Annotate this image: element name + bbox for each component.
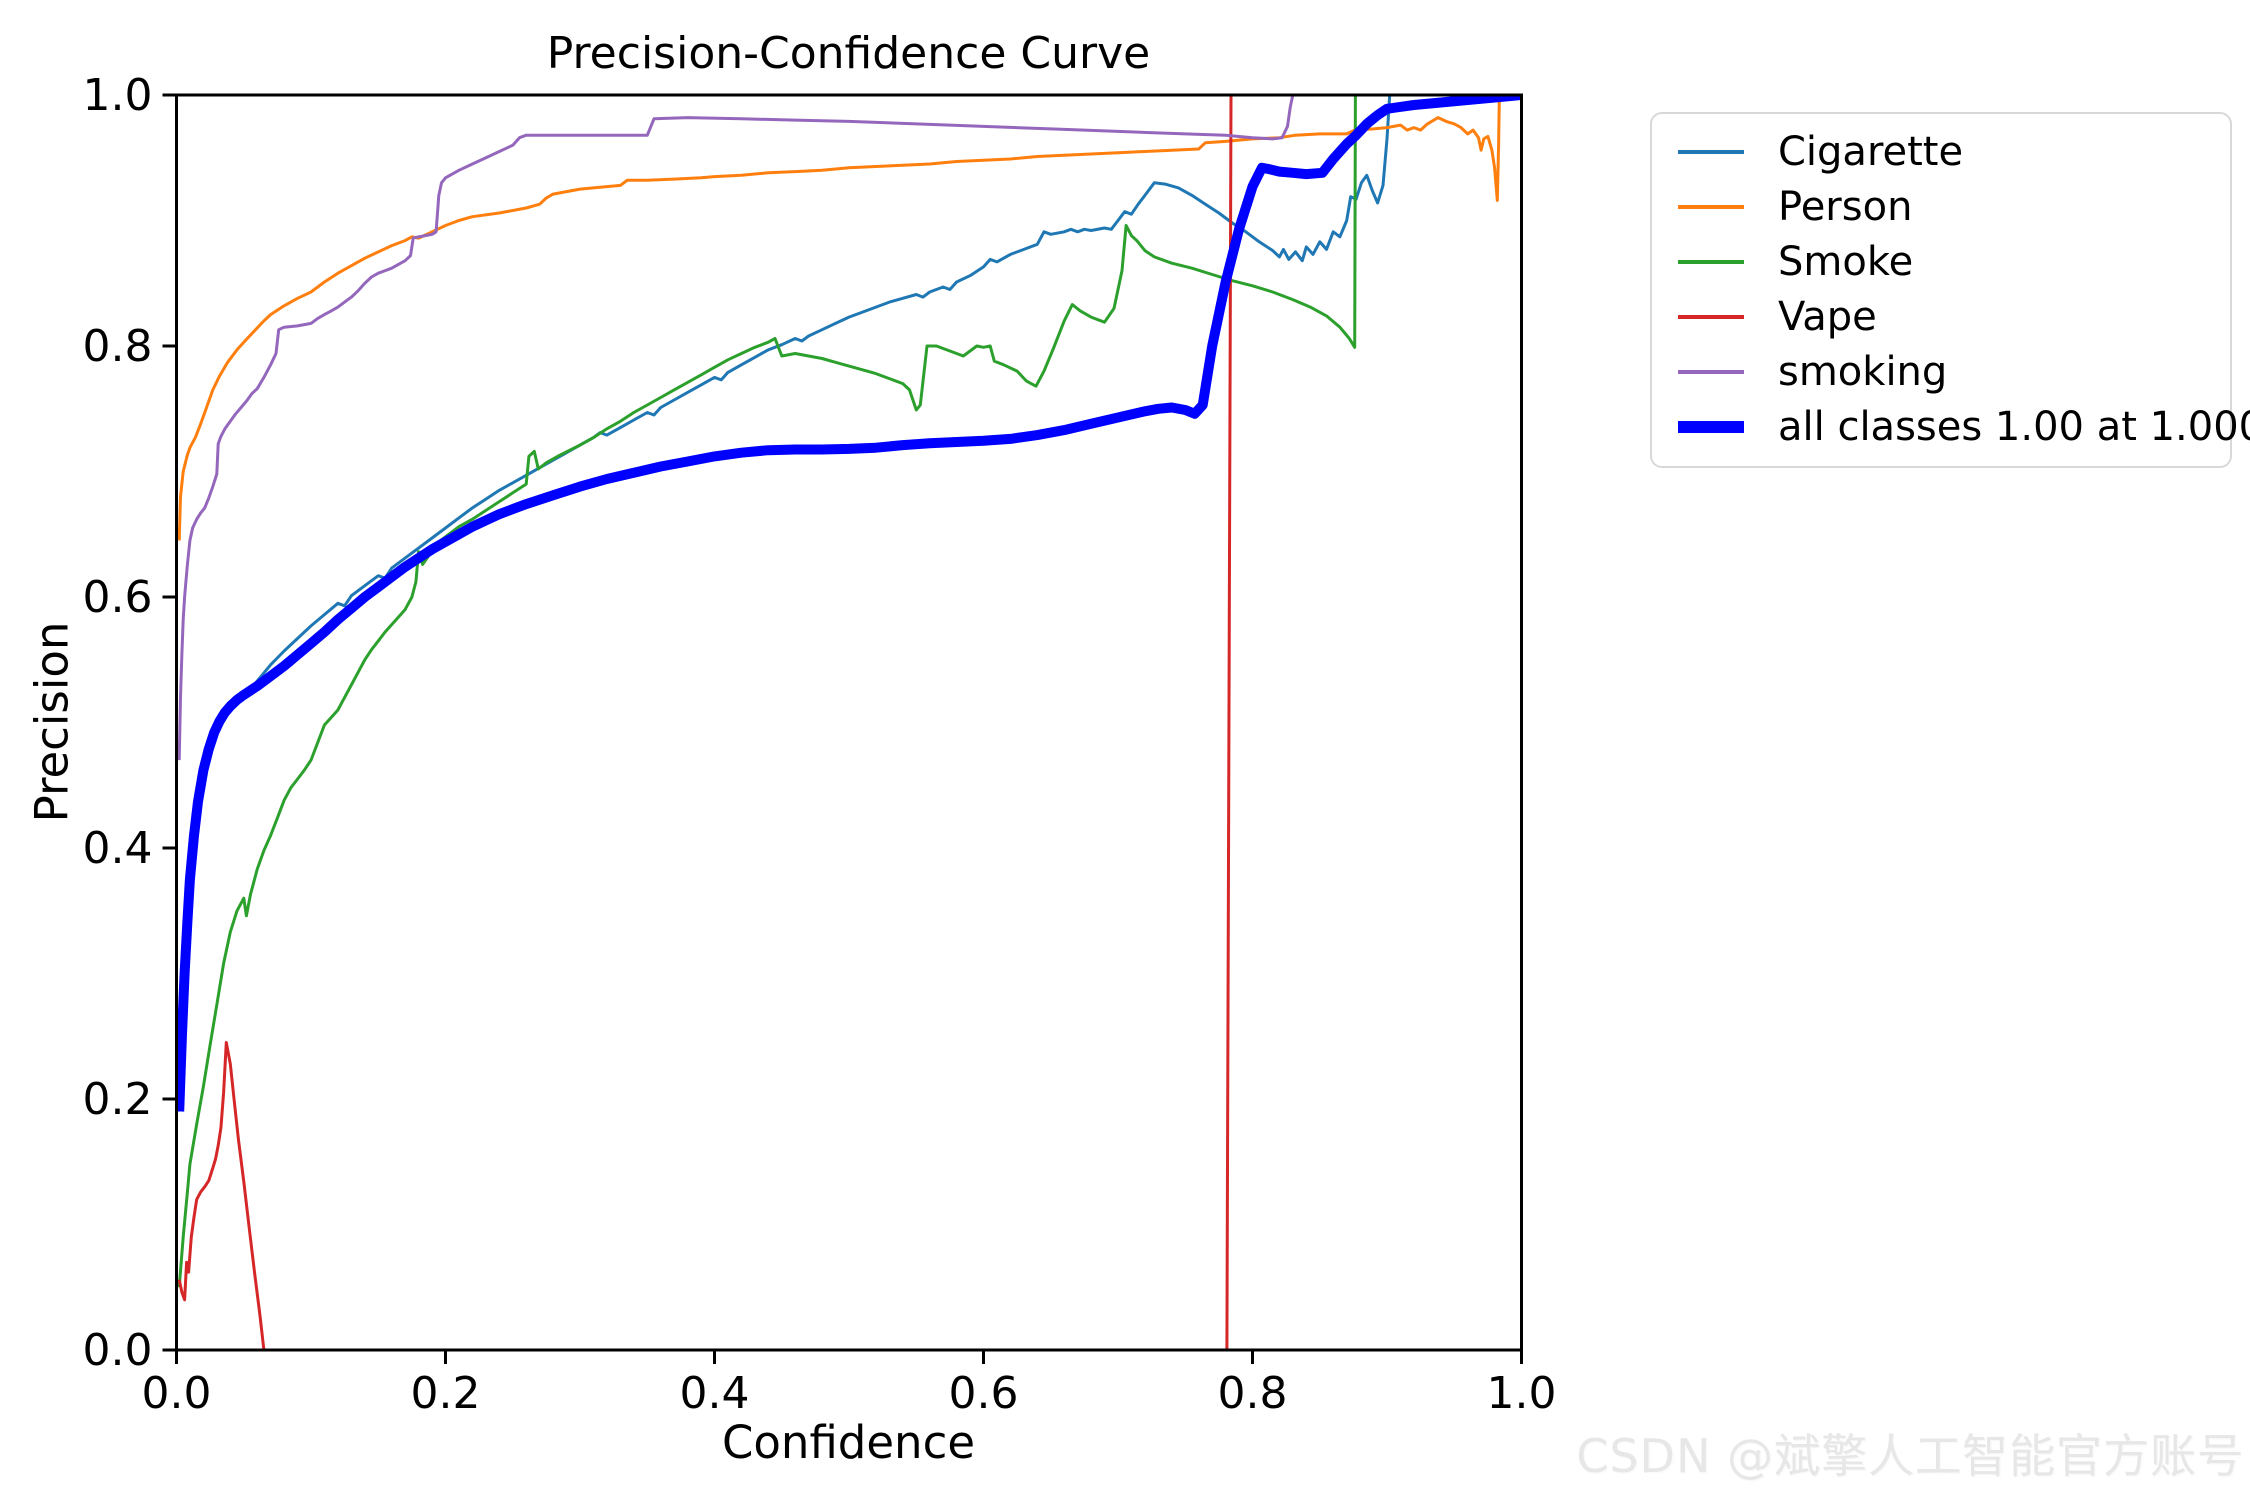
x-tick-label: 0.0 [142,1368,212,1419]
x-tick-label: 1.0 [1487,1368,1557,1419]
y-tick-label: 1.0 [83,70,153,121]
chart-title: Precision-Confidence Curve [546,28,1151,79]
legend-item-person: Person [1678,179,2220,234]
x-axis-label: Confidence [721,1416,975,1469]
legend-item-cigarette: Cigarette [1678,124,2220,179]
legend-label: Smoke [1778,238,1914,285]
series-line-all [176,95,1522,1112]
legend-item-vape: Vape [1678,289,2220,344]
legend-item-smoking: smoking [1678,344,2220,399]
legend-label: all classes 1.00 at 1.000 [1778,403,2250,450]
y-tick-label: 0.8 [83,321,153,372]
x-tick-label: 0.2 [411,1368,481,1419]
legend-line-sample [1678,259,1744,264]
y-tick-label: 0.2 [83,1074,153,1125]
series-line-vape [177,95,1233,1350]
series-lines [176,95,1522,1350]
series-line-person [177,98,1501,541]
legend-line-sample [1678,420,1744,433]
series-line-smoke [177,95,1357,1288]
series-line-cigarette [177,95,1392,1112]
series-line-smoking [177,95,1295,761]
y-tick-label: 0.6 [83,572,153,623]
legend-item-all-classes: all classes 1.00 at 1.000 [1678,399,2250,454]
legend-label: Vape [1778,293,1877,340]
legend-label: smoking [1778,348,1948,395]
x-tick-label: 0.4 [680,1368,750,1419]
x-tick-label: 0.6 [949,1368,1019,1419]
legend-label: Cigarette [1778,128,1964,175]
x-tick-label: 0.8 [1218,1368,1288,1419]
legend-line-sample [1678,369,1744,374]
legend-line-sample [1678,204,1744,209]
legend-line-sample [1678,314,1744,319]
legend: Cigarette Person Smoke Vape smoking all … [1650,112,2250,468]
legend-item-smoke: Smoke [1678,234,2220,289]
axes-spines [175,93,1523,1352]
y-tick-label: 0.0 [83,1325,153,1376]
y-tick-label: 0.4 [83,823,153,874]
y-axis-label: Precision [25,621,79,823]
legend-label: Person [1778,183,1913,230]
watermark: CSDN @斌擎人工智能官方账号 [1576,1429,2244,1483]
legend-line-sample [1678,149,1744,154]
